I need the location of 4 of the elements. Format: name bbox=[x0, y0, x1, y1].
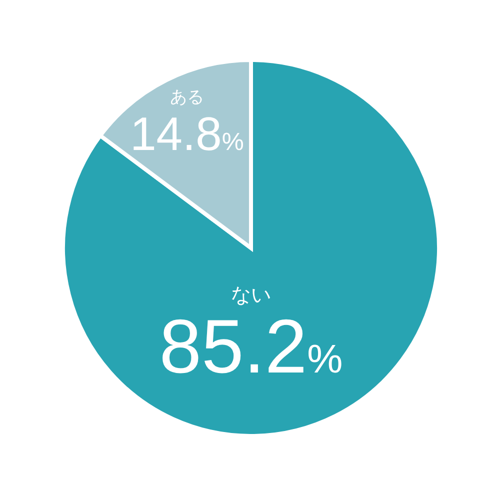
slice-label: ある bbox=[170, 87, 204, 106]
slice-label: ない bbox=[231, 284, 271, 307]
data-label: 85.2% bbox=[159, 304, 343, 390]
data-label: 14.8% bbox=[130, 107, 244, 160]
